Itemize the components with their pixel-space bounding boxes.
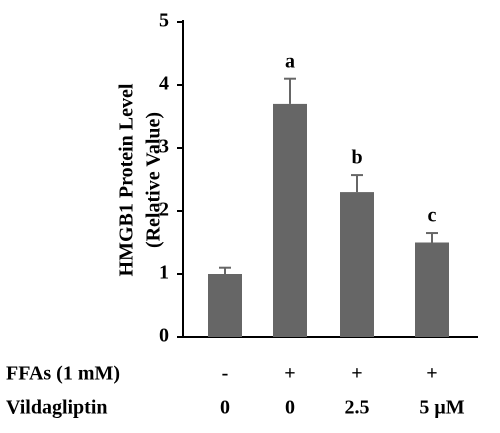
annotation: b xyxy=(351,147,362,169)
x-tick-label: 2.5 xyxy=(345,397,370,419)
bar xyxy=(415,242,449,337)
y-tick-label: 4 xyxy=(159,73,169,95)
bar xyxy=(208,274,242,337)
y-tick-label: 3 xyxy=(159,136,169,158)
y-tick-label: 0 xyxy=(159,325,169,347)
annotation: a xyxy=(285,50,295,72)
y-label-group: HMGB1 Protein Level (Relative Value) xyxy=(116,83,165,276)
annotation: c xyxy=(428,205,437,227)
x-tick-label: + xyxy=(426,363,437,385)
x-tick-label: 5 μM xyxy=(419,397,464,419)
bar xyxy=(273,103,307,338)
row-label: Vildagliptin xyxy=(6,397,108,419)
y-axis-label: (Relative Value) xyxy=(143,112,165,248)
x-tick-label: + xyxy=(284,363,295,385)
y-axis-label: HMGB1 Protein Level xyxy=(116,83,138,276)
x-tick-label: 0 xyxy=(220,397,230,419)
x-tick-label: + xyxy=(351,363,362,385)
y-tick-label: 2 xyxy=(159,199,169,221)
row-label: FFAs (1 mM) xyxy=(6,363,120,385)
y-tick-label: 5 xyxy=(159,10,169,32)
x-tick-label: - xyxy=(222,363,229,385)
y-tick-label: 1 xyxy=(159,262,169,284)
x-tick-label: 0 xyxy=(285,397,295,419)
bar xyxy=(340,192,374,337)
